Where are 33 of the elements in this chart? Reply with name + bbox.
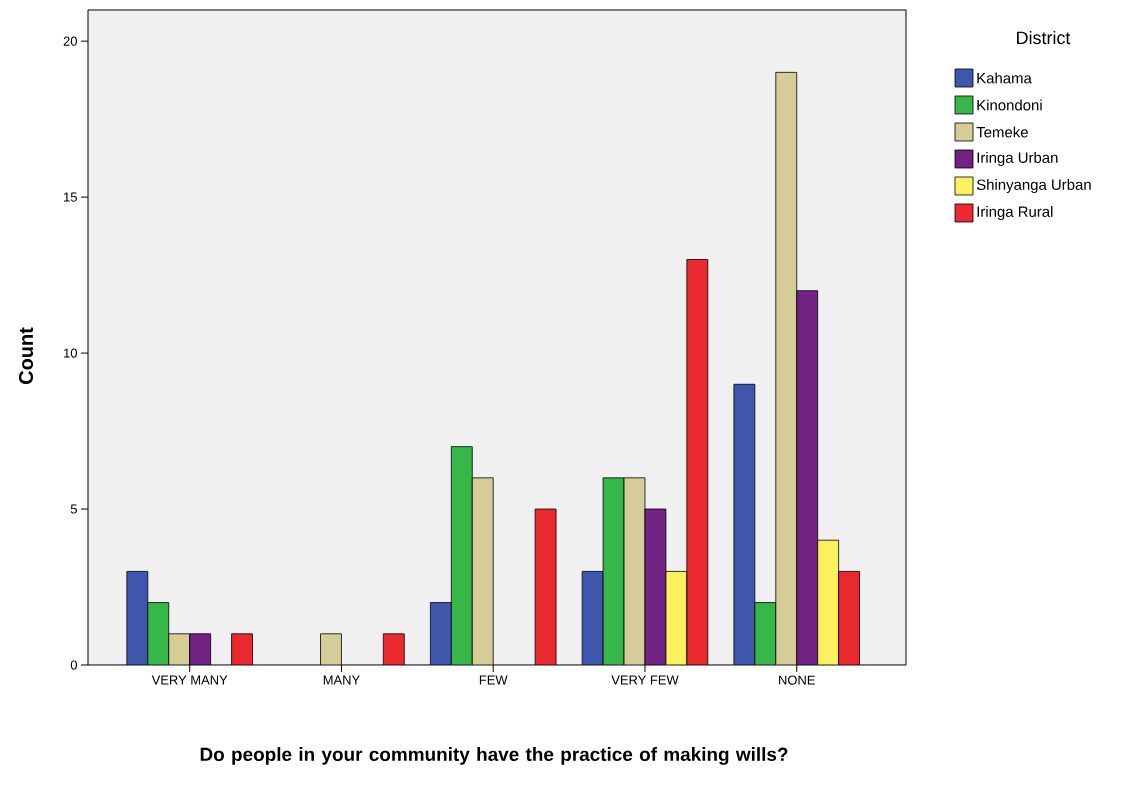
bar: [450, 446, 473, 665]
bar: [471, 477, 494, 665]
y-tick-label: 10: [64, 348, 77, 358]
y-tick-label: 0: [70, 660, 77, 670]
legend-title: District: [1017, 30, 1071, 45]
x-tick-label: FEW: [479, 675, 508, 685]
legend-label: Iringa Urban: [977, 152, 1058, 166]
bar: [775, 71, 798, 665]
bar: [320, 633, 342, 665]
bar: [623, 477, 646, 665]
bar: [189, 633, 212, 665]
bar: [147, 602, 170, 665]
bar: [644, 508, 667, 665]
bar: [429, 602, 452, 665]
legend-label: Temeke: [976, 126, 1028, 138]
y-tick-label: 15: [64, 192, 77, 202]
bar: [733, 383, 756, 665]
x-tick-label: NONE: [779, 675, 815, 685]
legend-label: Kahama: [977, 72, 1032, 84]
x-axis-title: Do people in your community have the practice of making wills?: [200, 747, 788, 765]
bar: [168, 633, 191, 665]
legend-label: Iringa Rural: [977, 206, 1053, 220]
bar: [796, 290, 819, 665]
legend-label: Kinondoni: [977, 99, 1042, 111]
x-tick-label: VERY FEW: [611, 675, 679, 685]
y-tick-label: 5: [70, 504, 77, 514]
x-tick-label: MANY: [323, 675, 360, 685]
y-tick-label: 20: [63, 36, 77, 46]
y-axis-title: Count: [18, 327, 34, 384]
bar: [817, 539, 840, 665]
bar: [602, 477, 625, 665]
x-tick-label: VERY MANY: [151, 675, 228, 685]
legend-label: Shinyanga Urban: [976, 179, 1091, 193]
